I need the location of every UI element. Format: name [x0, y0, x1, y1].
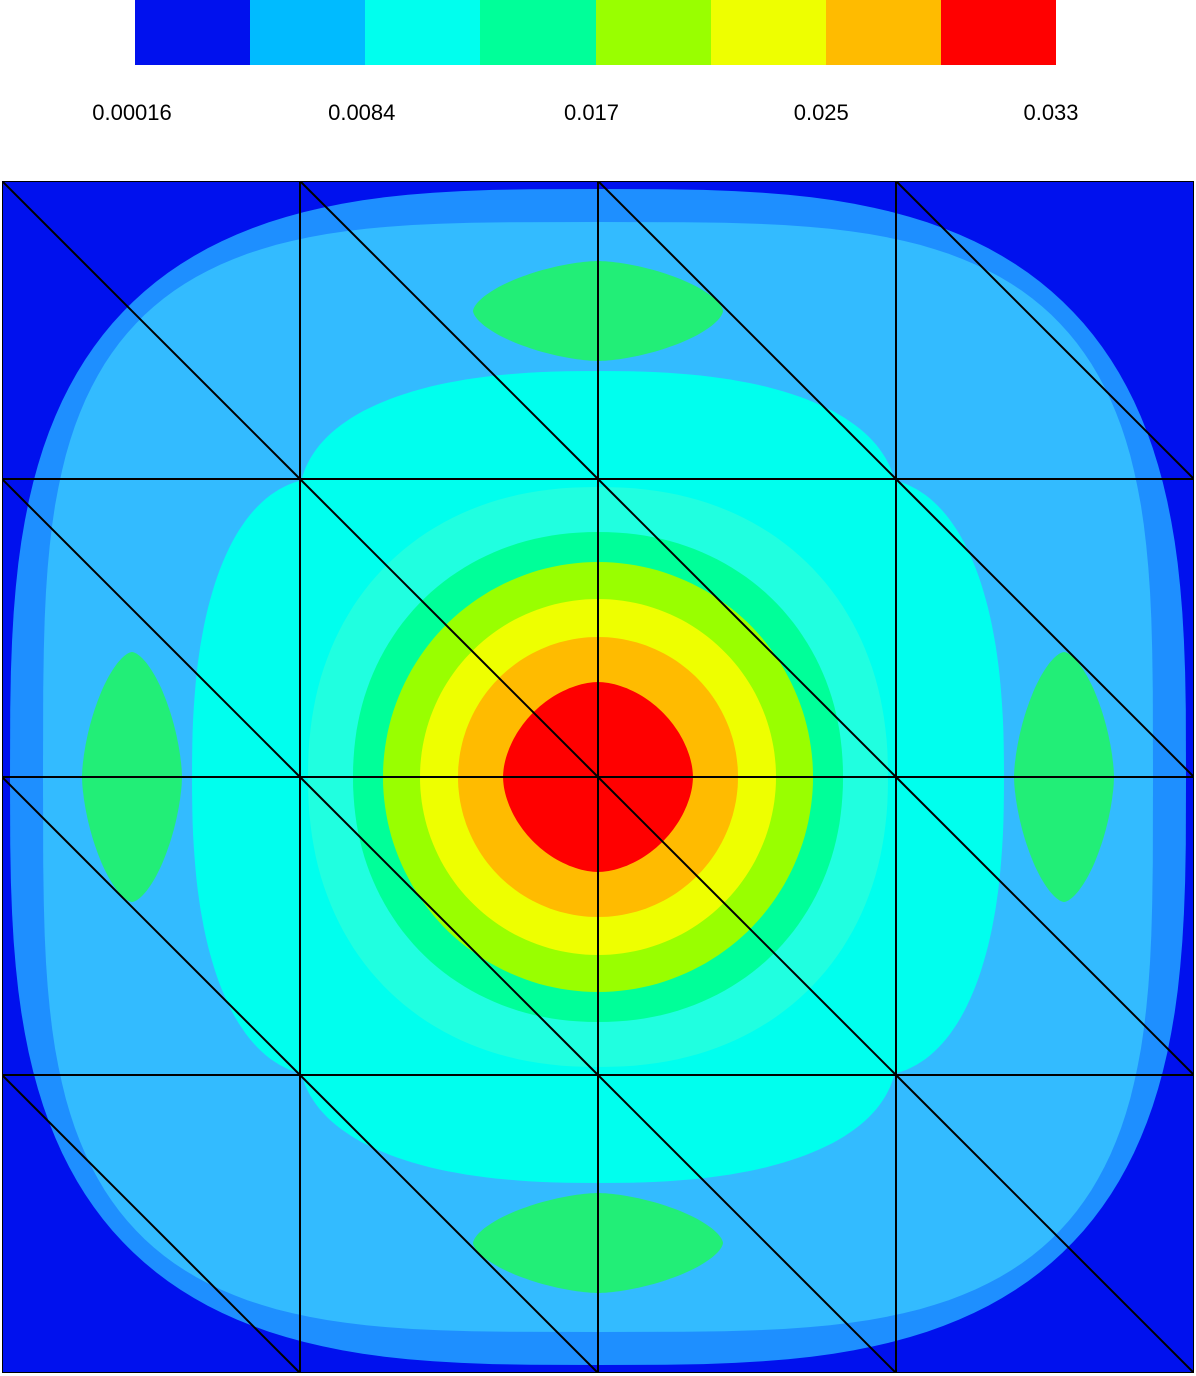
mesh-diagonal-line [895, 181, 1194, 480]
colorbar-swatch-8 [940, 0, 1056, 65]
colorbar [135, 0, 1056, 65]
mesh-diagonal-line [2, 181, 301, 480]
colorbar-swatch-6 [710, 0, 826, 65]
mesh-diagonal-line [299, 181, 599, 480]
mesh-diagonal-line [2, 1074, 301, 1373]
colorbar-swatch-4 [480, 0, 596, 65]
colorbar-tick-label: 0.017 [563, 100, 620, 125]
mesh-diagonal-line [2, 776, 301, 1076]
mesh-diagonal-line [597, 478, 897, 778]
mesh-diagonal-line [2, 478, 301, 778]
mesh-diagonal-line [895, 776, 1194, 1076]
mesh-diagonal-line [597, 181, 897, 480]
contour-plot [2, 181, 1194, 1373]
mesh-diagonal-line [597, 776, 897, 1076]
mesh-diagonal-line [895, 1074, 1194, 1373]
mesh-diagonal-line [299, 1074, 599, 1373]
colorbar-swatch-5 [595, 0, 711, 65]
mesh-diagonal-line [299, 478, 599, 778]
colorbar-swatch-3 [365, 0, 481, 65]
colorbar-swatch-2 [250, 0, 366, 65]
colorbar-tick-label: 0.00016 [92, 100, 172, 125]
colorbar-tick-label: 0.0084 [328, 100, 396, 125]
colorbar-tick-label: 0.025 [793, 100, 849, 125]
mesh-grid [2, 181, 1194, 1373]
mesh-diagonal-line [597, 1074, 897, 1373]
colorbar-swatch-7 [825, 0, 941, 65]
mesh-diagonal-line [299, 776, 599, 1076]
colorbar-swatch-1 [135, 0, 251, 65]
colorbar-tick-label: 0.033 [1023, 100, 1079, 125]
mesh-diagonal-line [895, 478, 1194, 778]
